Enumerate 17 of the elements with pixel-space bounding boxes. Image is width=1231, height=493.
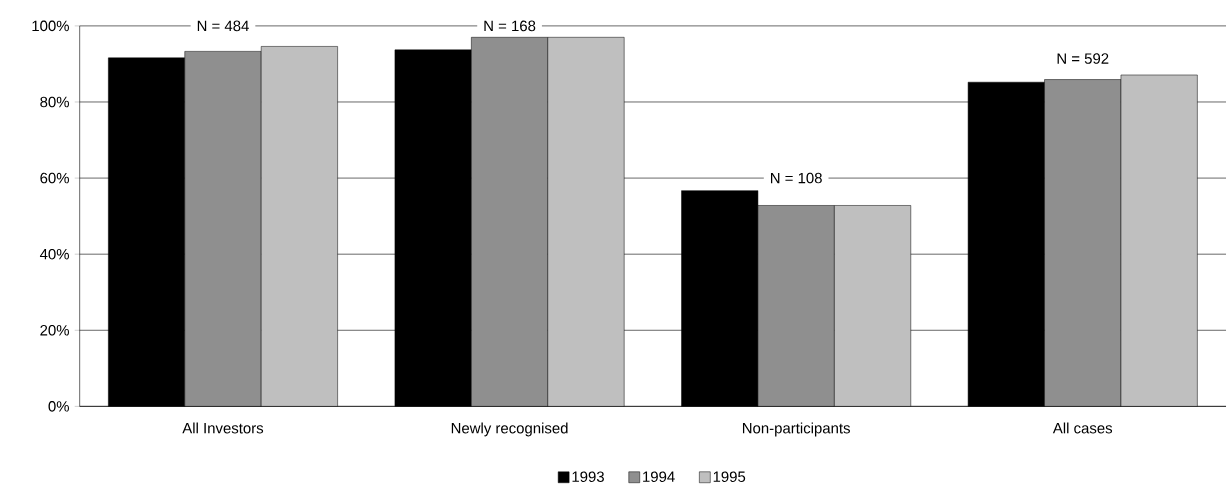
annotation: N = 484 [197,20,249,32]
y-tick-label: 0% [48,401,69,412]
x-tick-label: Newly recognised [451,422,568,437]
annotation: N = 168 [484,20,536,32]
x-tick-label: All Investors [182,422,264,434]
legend-label: 1993 [572,471,604,482]
y-tick-label: 20% [40,324,69,336]
x-tick-label: Non-participants [742,422,850,437]
y-tick-label: 60% [40,172,69,184]
y-tick-label: 40% [39,248,69,260]
x-tick-label: All cases [1052,422,1113,434]
annotation: N = 108 [771,172,822,184]
annotation: N = 592 [1057,53,1109,64]
y-tick-label: 100% [32,20,69,32]
legend-label: 1994 [643,471,675,482]
legend-label: 1995 [713,471,746,482]
y-tick-label: 80% [40,96,69,108]
